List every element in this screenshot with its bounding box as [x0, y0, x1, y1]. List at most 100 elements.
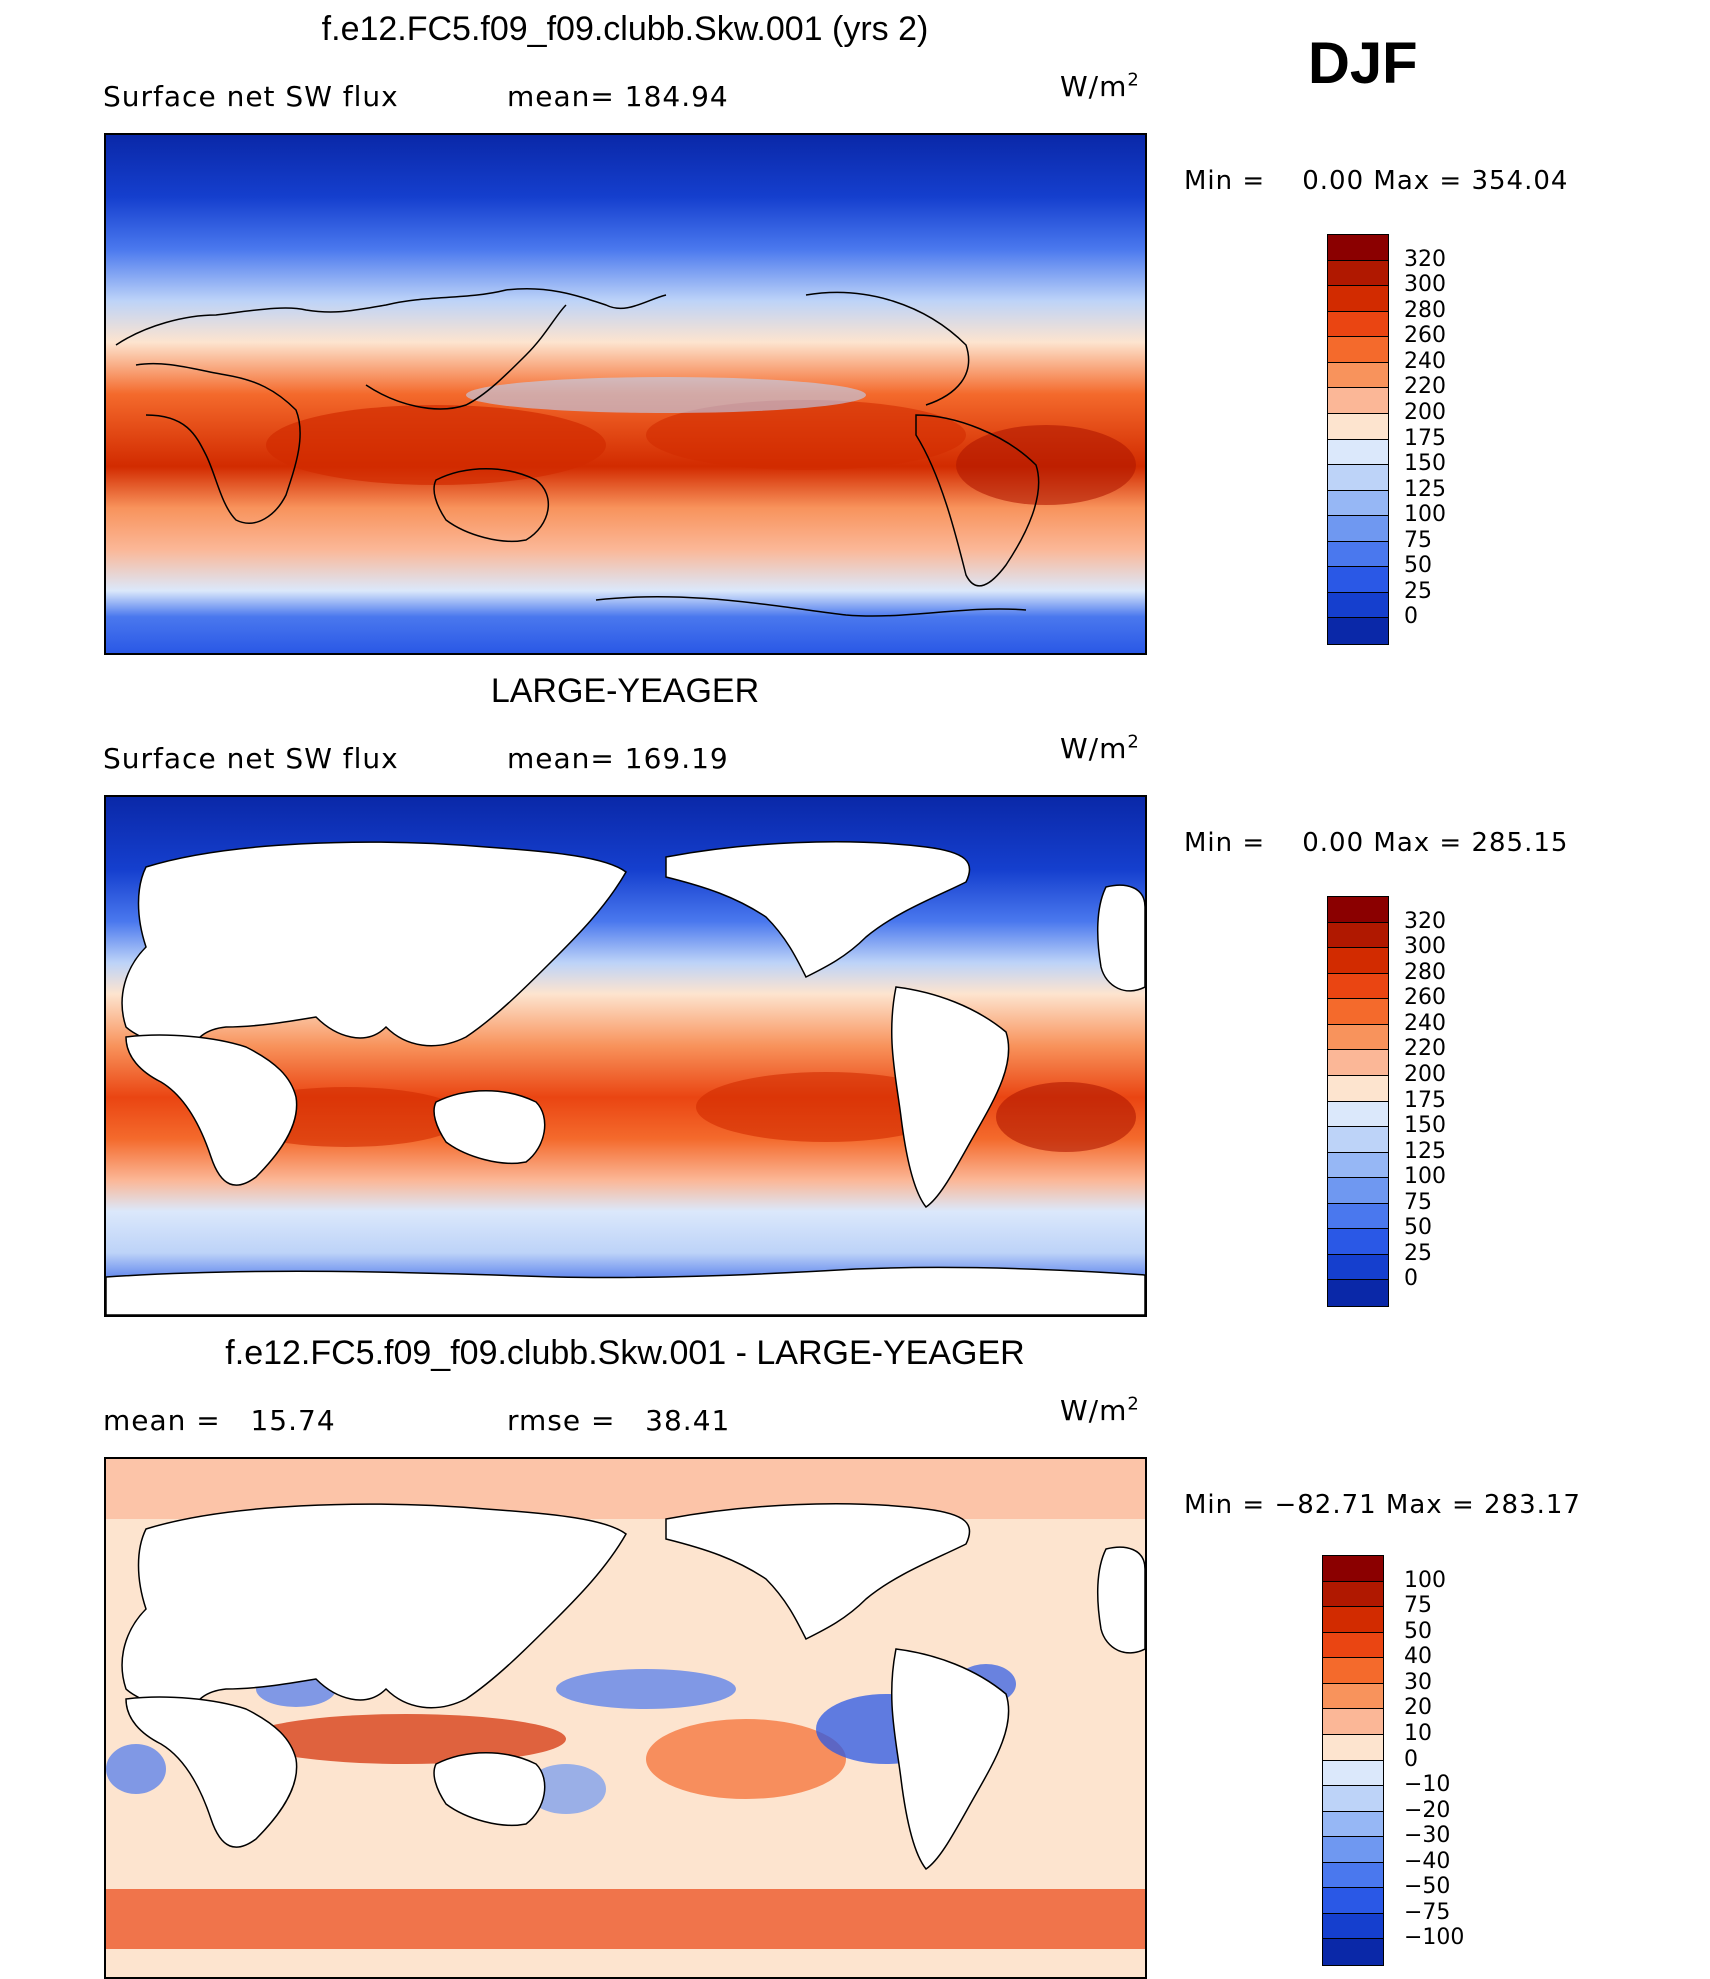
panel-1-units: W/m2	[1060, 69, 1140, 103]
panel-2-units: W/m2	[1060, 731, 1140, 765]
colorbar-swatch	[1328, 1050, 1388, 1076]
panel-1-title: f.e12.FC5.f09_f09.clubb.Skw.001 (yrs 2)	[321, 10, 929, 48]
colorbar-tick-label: 240	[1404, 1010, 1446, 1036]
panel-2-colorbar-labels: 320 300 280 260 240 220 200 175 150 125 100 75 50 25 0	[1404, 896, 1484, 1307]
colorbar-tick-label: 280	[1404, 297, 1446, 323]
colorbar-swatch	[1328, 897, 1388, 923]
colorbar-tick-label: 150	[1404, 1113, 1446, 1139]
colorbar-swatch	[1323, 1734, 1383, 1761]
panel-3-colorbar	[1322, 1555, 1384, 1966]
panel-1-variable-label: Surface net SW flux	[103, 80, 399, 113]
colorbar-tick-label: 20	[1404, 1695, 1432, 1721]
panel-3-colorbar-labels: 100 75 50 40 30 20 10 0 −10 −20 −30 −40 −50 −75 −100	[1404, 1555, 1484, 1966]
colorbar-tick-label: 10	[1404, 1720, 1432, 1746]
colorbar-tick-label: 125	[1404, 476, 1446, 502]
colorbar-tick-label: 150	[1404, 451, 1446, 477]
season-label: DJF	[1308, 31, 1418, 96]
colorbar-tick-label: 280	[1404, 959, 1446, 985]
colorbar-tick-label: 75	[1404, 527, 1432, 553]
panel-3-min-max: Min = −82.71 Max = 283.17	[1184, 1490, 1581, 1520]
colorbar-swatch	[1323, 1786, 1383, 1812]
colorbar-tick-label: 300	[1404, 272, 1446, 298]
colorbar-tick-label: 200	[1404, 1061, 1446, 1087]
panel-3-rmse-label: rmse = 38.41	[507, 1404, 731, 1437]
colorbar-tick-label: −100	[1404, 1925, 1465, 1951]
colorbar-swatch	[1323, 1888, 1383, 1914]
colorbar-tick-label: 220	[1404, 1036, 1446, 1062]
colorbar-swatch	[1328, 465, 1388, 491]
colorbar-tick-label: 175	[1404, 425, 1446, 451]
colorbar-tick-label: 200	[1404, 399, 1446, 425]
colorbar-tick-label: 0	[1404, 1746, 1418, 1772]
colorbar-tick-label: 240	[1404, 348, 1446, 374]
colorbar-swatch	[1323, 1632, 1383, 1659]
colorbar-swatch	[1323, 1658, 1383, 1684]
colorbar-swatch	[1328, 1229, 1388, 1255]
colorbar-swatch	[1328, 948, 1388, 974]
panel-1-colorbar	[1327, 234, 1389, 645]
colorbar-swatch	[1323, 1760, 1383, 1787]
colorbar-tick-label: 175	[1404, 1087, 1446, 1113]
panel-1-mean-label: mean= 184.94	[507, 80, 729, 113]
panel-1-map	[104, 133, 1147, 655]
colorbar-swatch	[1323, 1811, 1383, 1838]
colorbar-tick-label: 260	[1404, 323, 1446, 349]
panel-2-map	[104, 795, 1147, 1317]
panel-3-map-svg	[106, 1459, 1145, 1977]
colorbar-tick-label: −20	[1404, 1797, 1451, 1823]
colorbar-tick-label: 125	[1404, 1138, 1446, 1164]
panel-2-variable-label: Surface net SW flux	[103, 742, 399, 775]
colorbar-swatch	[1328, 516, 1388, 542]
colorbar-swatch	[1328, 337, 1388, 363]
colorbar-swatch	[1323, 1939, 1383, 1965]
colorbar-swatch	[1328, 999, 1388, 1025]
colorbar-tick-label: −10	[1404, 1772, 1451, 1798]
colorbar-swatch	[1328, 1254, 1388, 1281]
colorbar-tick-label: −30	[1404, 1823, 1451, 1849]
colorbar-swatch	[1323, 1837, 1383, 1863]
colorbar-swatch	[1323, 1913, 1383, 1940]
colorbar-swatch	[1328, 439, 1388, 466]
panel-1-colorbar-labels: 320 300 280 260 240 220 200 175 150 125 100 75 50 25 0	[1404, 234, 1484, 645]
colorbar-swatch	[1328, 413, 1388, 440]
colorbar-swatch	[1328, 973, 1388, 1000]
colorbar-tick-label: 40	[1404, 1644, 1432, 1670]
colorbar-tick-label: 75	[1404, 1189, 1432, 1215]
colorbar-tick-label: 75	[1404, 1593, 1432, 1619]
colorbar-swatch	[1328, 1101, 1388, 1128]
colorbar-swatch	[1328, 1178, 1388, 1204]
colorbar-tick-label: 260	[1404, 985, 1446, 1011]
colorbar-swatch	[1323, 1581, 1383, 1608]
colorbar-tick-label: 320	[1404, 908, 1446, 934]
colorbar-tick-label: 50	[1404, 553, 1432, 579]
panel-2-mean-label: mean= 169.19	[507, 742, 729, 775]
colorbar-swatch	[1328, 490, 1388, 517]
colorbar-swatch	[1328, 311, 1388, 338]
colorbar-swatch	[1328, 388, 1388, 414]
colorbar-tick-label: 0	[1404, 1266, 1418, 1292]
colorbar-swatch	[1328, 1024, 1388, 1051]
panel-3-units: W/m2	[1060, 1393, 1140, 1427]
colorbar-swatch	[1328, 922, 1388, 949]
colorbar-swatch	[1328, 541, 1388, 568]
colorbar-swatch	[1328, 618, 1388, 644]
panel-2-title: LARGE-YEAGER	[490, 672, 760, 710]
colorbar-swatch	[1328, 260, 1388, 287]
colorbar-tick-label: −50	[1404, 1874, 1451, 1900]
colorbar-swatch	[1323, 1607, 1383, 1633]
colorbar-swatch	[1323, 1683, 1383, 1710]
panel-3-map	[104, 1457, 1147, 1979]
panel-3-mean-label: mean = 15.74	[103, 1404, 336, 1437]
colorbar-swatch	[1328, 235, 1388, 261]
colorbar-tick-label: 100	[1404, 1567, 1446, 1593]
colorbar-swatch	[1328, 592, 1388, 619]
panel-1-map-svg	[106, 135, 1145, 653]
panel-2-colorbar	[1327, 896, 1389, 1307]
colorbar-tick-label: 25	[1404, 1240, 1432, 1266]
colorbar-tick-label: 320	[1404, 246, 1446, 272]
colorbar-swatch	[1328, 1075, 1388, 1102]
panel-2-min-max: Min = 0.00 Max = 285.15	[1184, 828, 1569, 858]
colorbar-tick-label: 100	[1404, 1164, 1446, 1190]
colorbar-tick-label: 25	[1404, 578, 1432, 604]
colorbar-swatch	[1328, 1280, 1388, 1306]
